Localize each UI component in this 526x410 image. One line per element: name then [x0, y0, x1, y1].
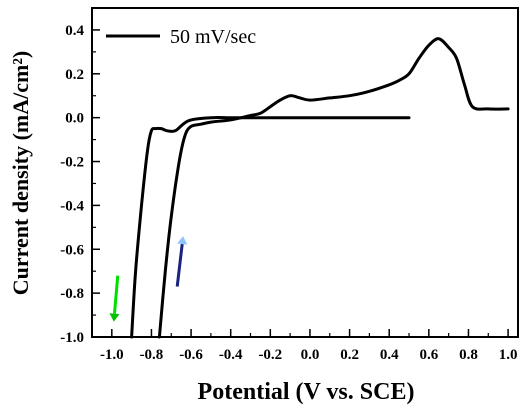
x-tick-label: -0.6 — [179, 347, 203, 363]
y-tick-label: 0.0 — [65, 111, 84, 127]
arrow-group — [109, 236, 188, 322]
x-tick-label: -0.8 — [140, 347, 164, 363]
y-tick-label: -0.2 — [60, 155, 84, 171]
x-tick-label: 0.6 — [419, 347, 438, 363]
series-line-forward — [130, 116, 411, 339]
y-axis-title: Current density (mA/cm²) — [8, 51, 33, 295]
x-tick-label: 0.4 — [380, 347, 399, 363]
x-tick-label: -1.0 — [100, 347, 124, 363]
y-axis-tick-labels: -1.0 -0.8 -0.6 -0.4 -0.2 0.0 0.2 0.4 — [60, 23, 84, 346]
legend-label: 50 mV/sec — [170, 26, 256, 48]
x-tick-label: 0.8 — [459, 347, 478, 363]
y-tick-label: -0.6 — [60, 242, 84, 258]
y-tick-label: -0.8 — [60, 286, 84, 302]
plot-frame — [91, 7, 519, 338]
x-tick-label: -0.4 — [219, 347, 243, 363]
sweep-arrowhead-up — [177, 236, 188, 245]
x-axis-tick-labels: -1.0 -0.8 -0.6 -0.4 -0.2 0.0 0.2 0.4 0.6 0.8 1.0 — [100, 347, 518, 363]
x-axis-title: Potential (V vs. SCE) — [198, 379, 415, 405]
x-axis-ticks — [111, 329, 509, 337]
y-tick-label: 0.2 — [65, 67, 84, 83]
sweep-arrow-down — [112, 275, 120, 314]
x-tick-label: 0.2 — [340, 347, 359, 363]
series-group — [130, 37, 510, 339]
y-tick-label: -1.0 — [60, 330, 84, 346]
legend: 50 mV/sec — [106, 26, 256, 48]
y-tick-label: -0.4 — [60, 198, 84, 214]
sweep-arrow-up — [175, 243, 184, 287]
x-tick-label: -0.2 — [258, 347, 282, 363]
sweep-arrowhead-down — [109, 313, 120, 322]
x-tick-label: 1.0 — [499, 347, 518, 363]
y-axis-ticks — [92, 29, 100, 338]
y-tick-label: 0.4 — [65, 23, 84, 39]
x-tick-label: 0.0 — [301, 347, 320, 363]
series-line-return — [157, 37, 510, 339]
